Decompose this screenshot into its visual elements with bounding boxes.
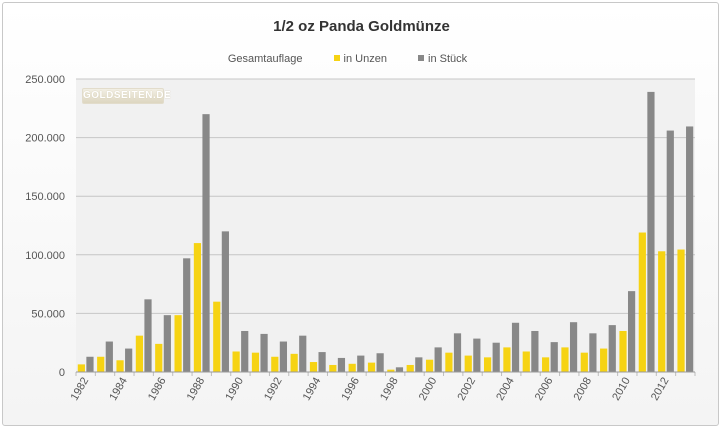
bar-unzen xyxy=(600,348,608,372)
bar-unzen xyxy=(135,335,144,372)
x-tick-label: 1996 xyxy=(339,376,362,403)
bar-unzen xyxy=(522,351,530,372)
bar-unzen xyxy=(155,343,163,372)
x-tick-label: 2010 xyxy=(610,376,633,403)
bar-unzen xyxy=(348,363,356,372)
bar-stueck xyxy=(376,353,384,372)
bar-unzen xyxy=(213,301,221,372)
bar-stueck xyxy=(531,330,539,372)
bar-unzen xyxy=(387,369,395,372)
x-tick-label: 2006 xyxy=(533,376,556,403)
bar-stueck xyxy=(647,91,655,372)
bar-stueck xyxy=(608,325,616,372)
bar-unzen xyxy=(174,315,182,372)
y-tick-label: 250.000 xyxy=(25,74,65,86)
x-tick-label: 1992 xyxy=(262,376,285,403)
bar-stueck xyxy=(105,341,113,372)
bar-stueck xyxy=(686,126,694,372)
y-tick-label: 150.000 xyxy=(25,191,65,203)
bar-stueck xyxy=(395,367,404,372)
bar-stueck xyxy=(144,299,152,372)
bar-unzen xyxy=(464,355,472,372)
bar-stueck xyxy=(318,352,326,372)
bar-stueck xyxy=(125,348,133,372)
legend-label-unzen: in Unzen xyxy=(343,53,387,65)
bar-unzen xyxy=(483,357,492,372)
bar-unzen xyxy=(658,251,666,372)
bar-stueck xyxy=(473,338,481,372)
bar-unzen xyxy=(425,359,434,372)
bar-stueck xyxy=(492,342,500,372)
x-tick-label: 1990 xyxy=(223,376,246,403)
x-tick-label: 1986 xyxy=(146,376,169,403)
watermark-logo: GOLDSEITEN.DE xyxy=(82,88,171,104)
bar-stueck xyxy=(569,322,578,372)
bar-unzen xyxy=(309,362,318,372)
bar-stueck xyxy=(453,333,462,372)
bar-stueck xyxy=(511,322,520,372)
bar-stueck xyxy=(183,258,191,372)
bar-stueck xyxy=(434,347,442,372)
y-tick-label: 50.000 xyxy=(31,308,65,320)
legend-swatch-stueck xyxy=(418,55,424,62)
bar-stueck xyxy=(163,315,171,372)
bar-stueck xyxy=(299,335,307,372)
bar-unzen xyxy=(561,347,569,372)
bar-unzen xyxy=(271,356,279,372)
bar-stueck xyxy=(221,231,229,372)
legend-label-stueck: in Stück xyxy=(428,53,468,65)
bar-unzen xyxy=(445,352,453,372)
x-tick-label: 1998 xyxy=(378,376,401,403)
bar-unzen xyxy=(97,356,105,372)
bar-stueck xyxy=(589,333,597,372)
bar-stueck xyxy=(415,357,423,372)
bar-unzen xyxy=(251,352,260,372)
x-tick-label: 2002 xyxy=(456,376,479,403)
bar-unzen xyxy=(290,353,298,372)
bar-stueck xyxy=(337,357,346,372)
bar-unzen xyxy=(116,360,124,372)
bar-unzen xyxy=(580,352,588,372)
bar-stueck xyxy=(241,330,249,372)
bar-unzen xyxy=(406,364,414,372)
bar-unzen xyxy=(232,351,240,372)
bar-stueck xyxy=(279,341,288,372)
bar-unzen xyxy=(677,249,685,372)
y-tick-label: 0 xyxy=(59,367,65,379)
bar-unzen xyxy=(503,347,511,372)
bar-stueck xyxy=(627,291,636,372)
bar-stueck xyxy=(260,333,268,372)
x-tick-label: 2012 xyxy=(649,376,672,403)
bar-stueck xyxy=(86,356,94,372)
bar-stueck xyxy=(666,130,674,372)
bar-stueck xyxy=(357,355,365,372)
y-tick-label: 100.000 xyxy=(25,250,65,262)
x-tick-label: 1982 xyxy=(69,376,92,403)
legend-item-unzen[interactable]: in Unzen xyxy=(333,53,390,65)
x-tick-label: 2008 xyxy=(572,376,595,403)
bar-unzen xyxy=(542,357,550,372)
bar-stueck xyxy=(550,342,558,372)
x-tick-label: 2004 xyxy=(494,376,517,403)
legend-swatch-unzen xyxy=(333,55,340,62)
x-tick-label: 1994 xyxy=(301,376,324,403)
bar-stueck xyxy=(202,114,210,372)
bar-unzen xyxy=(329,364,337,372)
bar-unzen xyxy=(619,330,627,372)
bar-unzen xyxy=(77,364,85,372)
bar-unzen xyxy=(367,362,376,372)
legend: Gesamtauflage in Unzen in Stück xyxy=(0,53,723,65)
y-tick-label: 200.000 xyxy=(25,133,65,145)
x-tick-label: 1988 xyxy=(185,376,208,403)
legend-title: Gesamtauflage xyxy=(227,53,303,65)
legend-item-stueck[interactable]: in Stück xyxy=(418,53,467,65)
chart-title: 1/2 oz Panda Goldmünze xyxy=(273,18,450,35)
x-tick-label: 1984 xyxy=(107,376,130,403)
x-tick-label: 2000 xyxy=(417,376,440,403)
bar-unzen xyxy=(193,243,202,372)
bar-unzen xyxy=(638,232,646,372)
